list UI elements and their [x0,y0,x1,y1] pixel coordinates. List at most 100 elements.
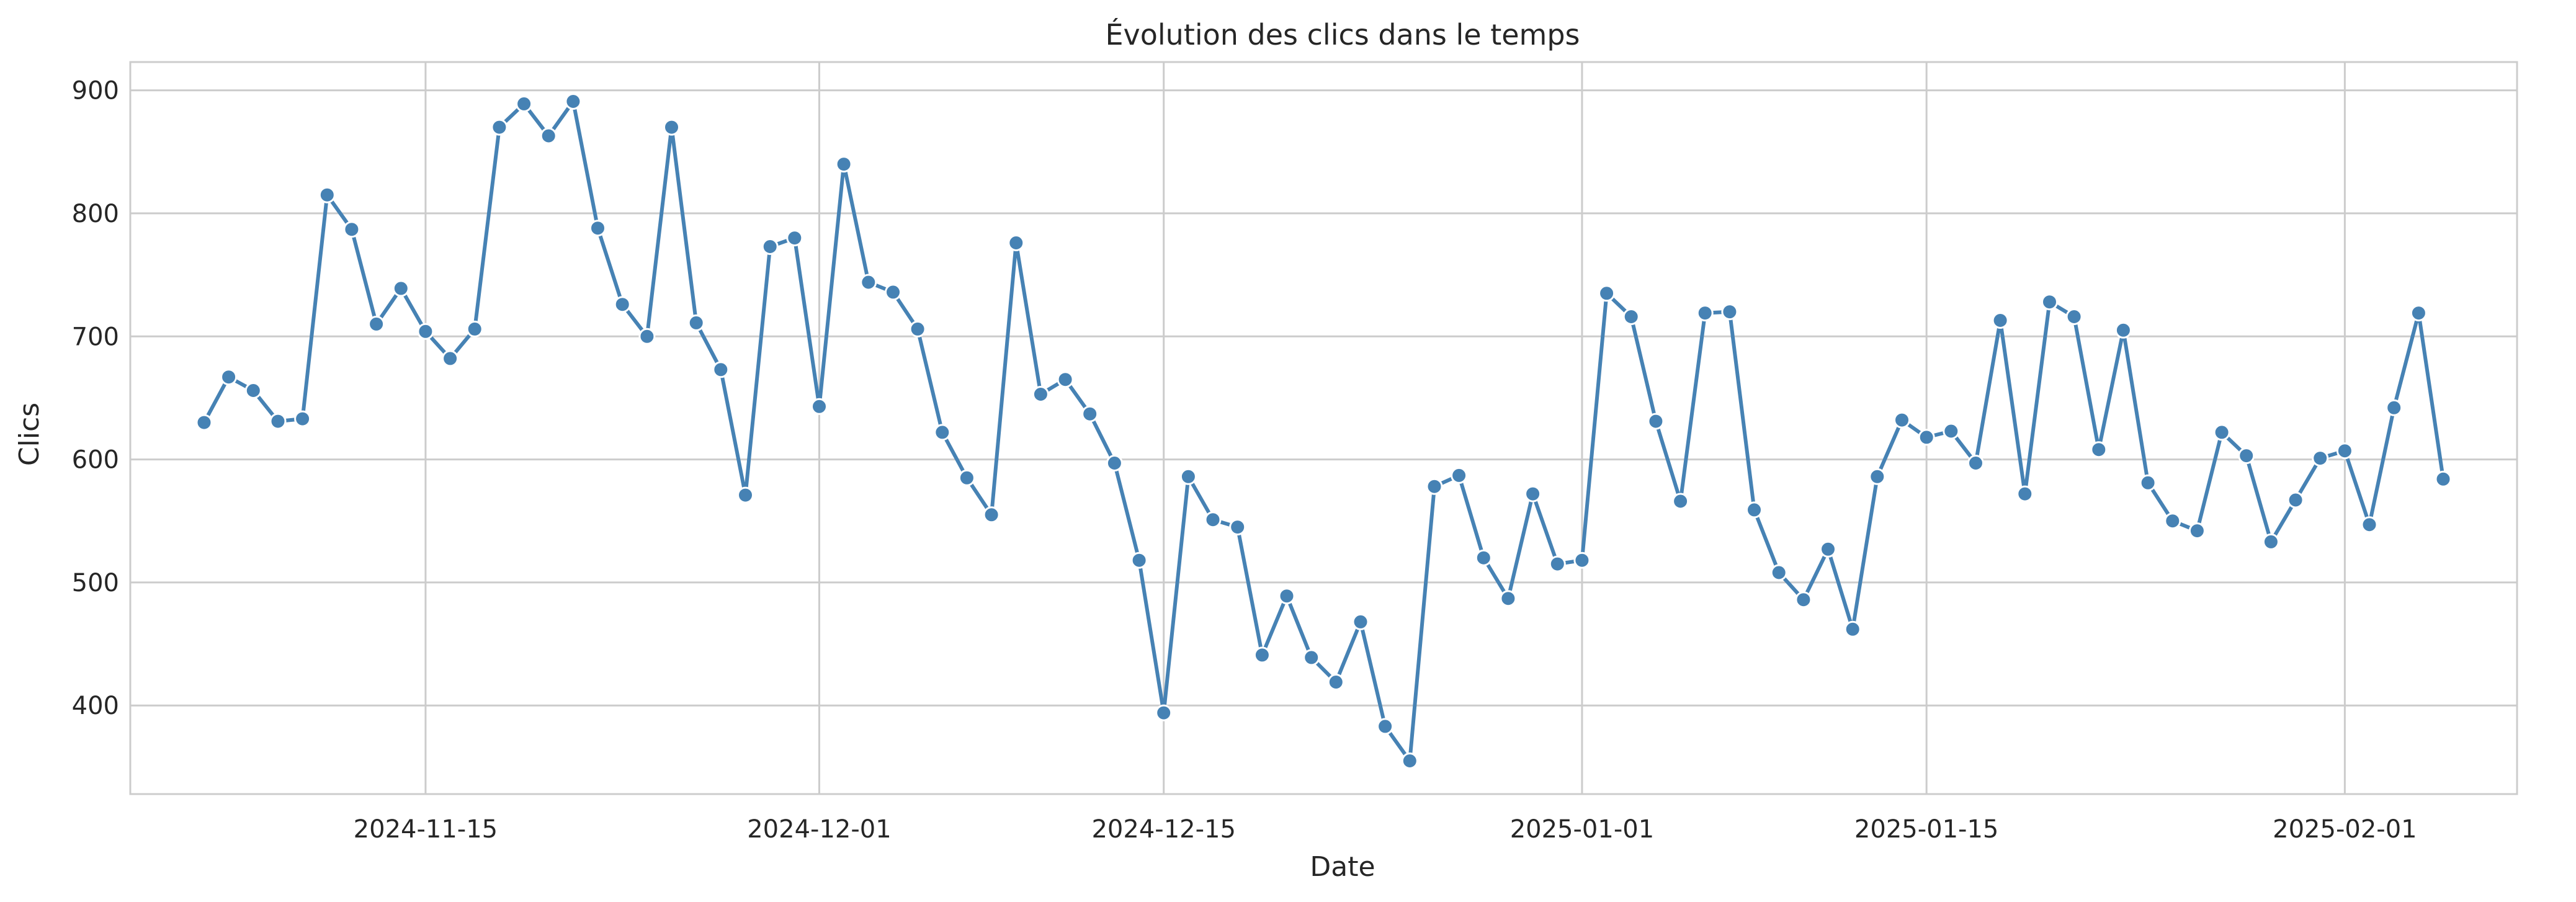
data-point [1081,405,1099,422]
data-point [1451,467,1468,484]
data-point [2386,399,2403,416]
y-tick-label: 600 [72,446,119,475]
data-point [1475,549,1492,566]
data-point [1992,312,2009,329]
data-point [2238,447,2255,465]
data-point [1032,386,1049,403]
data-point [983,506,1000,524]
data-point [1377,718,1394,735]
x-tick-label: 2024-12-01 [747,815,891,844]
data-point [761,238,779,255]
data-point [638,328,656,345]
data-point [1869,468,1886,485]
data-point [860,274,877,291]
y-tick-label: 400 [72,692,119,720]
data-point [2410,305,2427,322]
series-points [195,93,2452,769]
y-axis-label: Clics [14,403,45,466]
data-point [1795,591,1812,609]
data-point [737,486,754,504]
data-point [491,118,508,136]
data-point [1426,478,1443,495]
data-point [2041,293,2058,311]
data-point [1327,674,1344,690]
data-point [540,127,557,145]
data-point [885,284,901,301]
data-point [1303,649,1320,666]
data-point [2435,470,2452,488]
data-point [1130,551,1148,569]
data-point [1622,308,1640,325]
data-point [1573,551,1591,569]
data-point [2114,321,2132,339]
data-point [442,350,459,367]
data-point [2139,474,2157,491]
data-point [1524,485,1542,502]
data-point [2090,441,2108,458]
data-point [2164,512,2181,530]
data-point [417,323,434,340]
data-point [392,280,409,297]
data-point [2361,516,2378,534]
data-point [220,368,238,386]
x-axis-ticks: 2024-11-15 2024-12-01 2024-12-15 2025-01-01… [354,815,2417,844]
data-point [2262,533,2279,550]
data-point [1672,493,1689,510]
data-point [318,186,336,203]
data-point [2312,450,2329,467]
grid-lines [130,62,2517,794]
data-point [1204,511,1222,529]
data-point [195,414,213,431]
data-point [712,361,730,378]
chart-title: Évolution des clics dans le temps [1105,18,1580,51]
x-tick-label: 2025-02-01 [2273,815,2417,844]
y-tick-label: 800 [72,200,119,228]
x-tick-label: 2024-12-15 [1091,815,1235,844]
x-axis-label: Date [1310,851,1375,883]
data-point [1155,704,1173,721]
data-point [1106,455,1123,471]
data-point [909,320,926,337]
data-point [958,469,975,486]
data-point [1647,413,1665,430]
data-point [2336,442,2353,460]
data-point [1057,371,1074,388]
data-point [1943,422,1960,440]
data-point [811,398,828,415]
data-point [786,230,803,247]
data-point [1598,285,1616,302]
data-point [2188,522,2206,540]
data-point [1352,613,1369,630]
data-point [687,314,705,331]
data-point [343,221,360,238]
x-tick-label: 2024-11-15 [354,815,498,844]
data-point [1253,646,1271,664]
plot-frame [129,61,2518,795]
data-point [466,320,483,337]
data-point [663,118,680,136]
data-point [516,95,533,112]
series-line [202,99,2445,763]
data-point [1179,468,1197,485]
data-point [1008,234,1025,251]
data-point [1770,564,1787,581]
data-point [294,410,311,427]
x-tick-label: 2025-01-15 [1854,815,1998,844]
data-point [1500,590,1517,607]
y-tick-label: 900 [72,77,119,105]
data-point [1721,303,1738,321]
x-tick-label: 2025-01-01 [1510,815,1654,844]
data-point [1278,587,1295,605]
data-point [1967,455,1984,471]
data-point [2213,424,2230,441]
data-point [934,424,951,441]
y-tick-label: 500 [72,569,119,597]
data-point [565,93,582,110]
data-point [1549,555,1566,573]
y-tick-label: 700 [72,323,119,351]
data-point [1844,620,1861,638]
data-point [1746,501,1763,519]
y-axis-ticks: 400 500 600 700 800 900 [72,77,119,721]
data-point [368,315,385,333]
